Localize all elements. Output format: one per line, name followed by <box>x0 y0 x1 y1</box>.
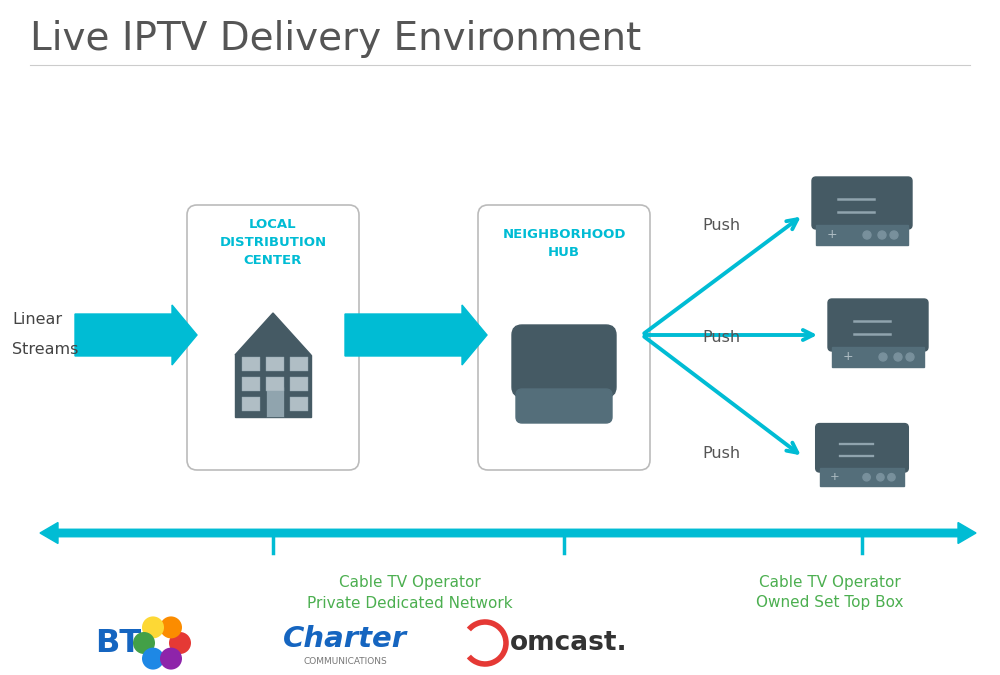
Circle shape <box>863 474 870 481</box>
Text: Linear: Linear <box>12 313 62 327</box>
Text: LOCAL
DISTRIBUTION
CENTER: LOCAL DISTRIBUTION CENTER <box>219 219 327 267</box>
Text: Owned Set Top Box: Owned Set Top Box <box>756 595 904 610</box>
FancyBboxPatch shape <box>816 423 908 472</box>
Text: NEIGHBORHOOD
HUB: NEIGHBORHOOD HUB <box>502 227 626 259</box>
FancyBboxPatch shape <box>828 299 928 351</box>
FancyArrow shape <box>345 305 487 365</box>
Text: Private Dedicated Network: Private Dedicated Network <box>307 595 513 610</box>
Text: Cable TV Operator: Cable TV Operator <box>759 574 901 589</box>
Circle shape <box>160 616 182 639</box>
Text: +: + <box>827 229 837 242</box>
FancyArrow shape <box>58 522 976 543</box>
FancyBboxPatch shape <box>478 205 650 470</box>
FancyBboxPatch shape <box>512 325 616 397</box>
Circle shape <box>142 616 164 639</box>
Text: BT: BT <box>95 628 141 659</box>
Circle shape <box>877 474 884 481</box>
Circle shape <box>888 474 895 481</box>
Circle shape <box>879 353 887 361</box>
Text: Live IPTV Delivery Environment: Live IPTV Delivery Environment <box>30 20 641 58</box>
Circle shape <box>878 231 886 239</box>
Bar <box>266 377 284 391</box>
Polygon shape <box>235 313 311 355</box>
Bar <box>235 355 311 417</box>
Bar <box>266 357 284 371</box>
Text: +: + <box>843 350 853 364</box>
Circle shape <box>133 632 155 654</box>
Bar <box>290 377 308 391</box>
FancyArrow shape <box>40 522 58 543</box>
Bar <box>820 468 904 487</box>
Text: Charter: Charter <box>283 625 407 653</box>
Bar <box>242 397 260 411</box>
Text: COMMUNICATIONS: COMMUNICATIONS <box>303 657 387 666</box>
Circle shape <box>894 353 902 361</box>
Bar <box>242 377 260 391</box>
FancyBboxPatch shape <box>187 205 359 470</box>
Circle shape <box>169 632 191 654</box>
FancyArrow shape <box>75 305 197 365</box>
Text: Cable TV Operator: Cable TV Operator <box>339 574 481 589</box>
Text: Push: Push <box>702 329 740 344</box>
Circle shape <box>160 647 182 670</box>
Bar <box>242 357 260 371</box>
Text: Push: Push <box>702 217 740 232</box>
Bar <box>816 225 908 245</box>
Text: +: + <box>830 472 839 482</box>
Text: Push: Push <box>702 446 740 460</box>
FancyBboxPatch shape <box>516 389 612 423</box>
Circle shape <box>142 647 164 670</box>
Bar <box>290 397 308 411</box>
Text: Streams: Streams <box>12 342 78 358</box>
Bar <box>290 357 308 371</box>
FancyBboxPatch shape <box>812 177 912 229</box>
Bar <box>266 387 284 417</box>
Circle shape <box>890 231 898 239</box>
Text: omcast.: omcast. <box>510 630 628 656</box>
Bar <box>832 347 924 367</box>
Circle shape <box>906 353 914 361</box>
Circle shape <box>863 231 871 239</box>
